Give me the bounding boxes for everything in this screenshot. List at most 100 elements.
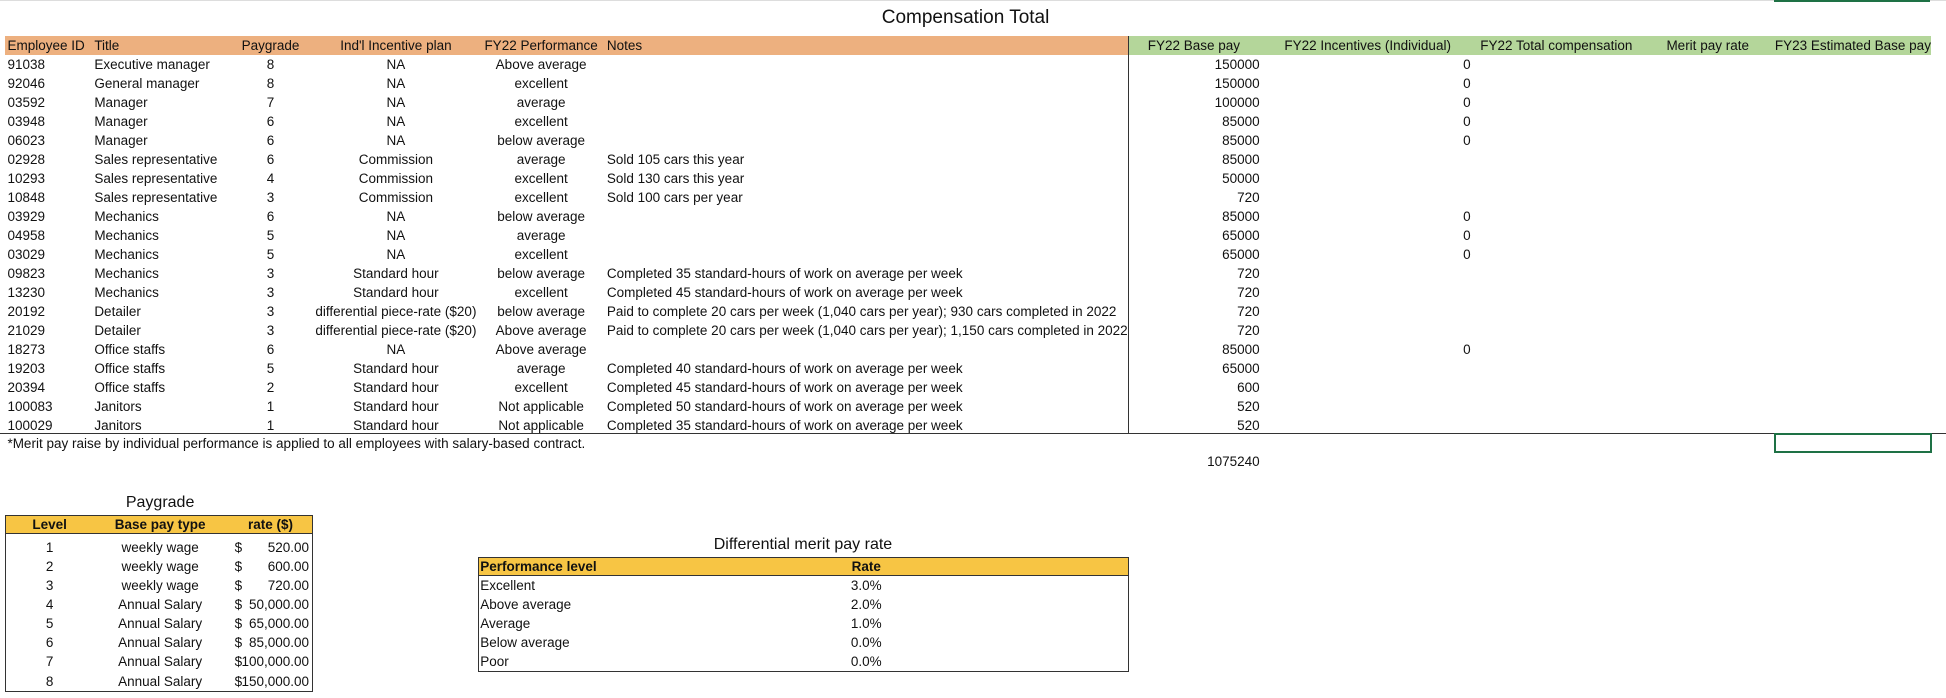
cell-id: 18273 [7,341,45,357]
cell-plan: NA [386,76,406,92]
paygrade-level: 7 [45,654,54,670]
cell-performance: excellent [514,189,568,205]
cell-paygrade: 6 [266,208,275,224]
cell-id: 20394 [7,379,45,395]
cell-incentive: 0 [1463,132,1471,148]
cell-id: 100029 [7,417,53,433]
cell-id: 10848 [7,189,45,205]
cell-performance: below average [497,208,585,224]
cell-base-pay: 85000 [1222,132,1260,148]
paygrade-rate: 100,000.00 [241,654,310,670]
cell-paygrade: 6 [266,132,275,148]
cell-performance: average [516,227,566,243]
cell-incentive: 0 [1463,76,1471,92]
cell-paygrade: 7 [266,95,275,110]
column-header: FY22 Performance [484,37,598,53]
cell-paygrade: 6 [266,151,275,167]
paygrade-type: weekly wage [121,578,199,594]
cell-plan: Standard hour [353,379,439,395]
cell-performance: below average [497,265,585,281]
cell-title: Mechanics [94,227,159,243]
cell-title: Janitors [94,417,142,433]
cell-performance: excellent [514,170,568,186]
paygrade-header: Level [32,516,67,532]
merit-level: Poor [480,654,509,670]
merit-level: Above average [480,597,572,613]
cell-notes: Sold 130 cars this year [606,170,745,186]
footnote: *Merit pay raise by individual performan… [7,435,586,451]
cell-id: 92046 [7,76,45,92]
column-header: FY22 Total compensation [1480,37,1633,53]
cell-paygrade: 3 [266,189,275,205]
paygrade-rate: 720.00 [267,578,310,594]
cell-id: 19203 [7,360,45,376]
cell-id: 100083 [7,398,53,414]
column-header: Employee ID [7,37,85,53]
cell-title: Detailer [94,322,141,338]
cell-incentive: 0 [1463,227,1471,243]
merit-level: Excellent [480,578,536,594]
cell-incentive: 0 [1463,246,1471,262]
merit-level: Below average [480,635,570,651]
cell-id: 10293 [7,170,45,186]
cell-base-pay: 65000 [1222,227,1260,243]
cell-id: 02928 [7,151,45,167]
merit-header: Rate [851,559,881,575]
cell-paygrade: 6 [266,341,275,357]
cell-id: 03592 [7,95,45,110]
cell-paygrade: 6 [266,114,275,129]
cell-base-pay: 85000 [1222,151,1260,167]
cell-id: 03029 [7,246,45,262]
cell-base-pay: 520 [1237,417,1260,433]
selected-cell [1774,433,1932,453]
cell-performance: Not applicable [498,398,584,414]
merit-rate: 3.0% [850,578,882,594]
cell-incentive: 0 [1463,95,1471,110]
cell-incentive: 0 [1463,114,1471,129]
cell-plan: NA [386,132,406,148]
cell-incentive: 0 [1463,208,1471,224]
cell-paygrade: 1 [266,417,275,433]
cell-title: Detailer [94,303,141,319]
paygrade-title: Paygrade [125,494,195,512]
cell-paygrade: 8 [266,57,275,73]
paygrade-type: Annual Salary [118,616,203,632]
cell-id: 13230 [7,284,45,300]
cell-paygrade: 1 [266,398,275,414]
paygrade-rate: 65,000.00 [248,616,310,632]
paygrade-type: Annual Salary [118,635,203,651]
paygrade-rate: 85,000.00 [248,635,310,651]
cell-incentive: 0 [1463,57,1471,73]
cell-base-pay: 600 [1237,379,1260,395]
paygrade-level: 4 [45,597,54,613]
cell-performance: average [516,151,566,167]
cell-paygrade: 8 [266,76,275,92]
top-selection-edge [1774,0,1930,2]
cell-plan: NA [386,208,406,224]
cell-id: 21029 [7,322,45,338]
cell-base-pay: 720 [1237,284,1260,300]
cell-performance: below average [497,132,585,148]
paygrade-rate: 150,000.00 [241,673,310,689]
cell-plan: Standard hour [353,398,439,414]
currency-symbol: $ [234,597,243,613]
column-header: Ind'l Incentive plan [340,37,452,53]
cell-id: 09823 [7,265,45,281]
green-header-band [1128,36,1931,55]
cell-base-pay: 85000 [1222,208,1260,224]
cell-id: 03948 [7,114,45,129]
cell-title: Manager [94,114,148,129]
merit-header: Performance level [480,559,597,575]
cell-title: Janitors [94,398,142,414]
cell-base-pay: 720 [1237,322,1260,338]
cell-notes: Completed 40 standard-hours of work on a… [606,360,963,376]
cell-title: Office staffs [94,379,166,395]
paygrade-rate: 520.00 [267,539,310,555]
cell-plan: NA [386,227,406,243]
paygrade-level: 2 [45,558,54,574]
cell-title: Office staffs [94,360,166,376]
cell-notes: Completed 50 standard-hours of work on a… [606,398,963,414]
cell-plan: Commission [358,151,434,167]
cell-notes: Completed 45 standard-hours of work on a… [606,379,963,395]
